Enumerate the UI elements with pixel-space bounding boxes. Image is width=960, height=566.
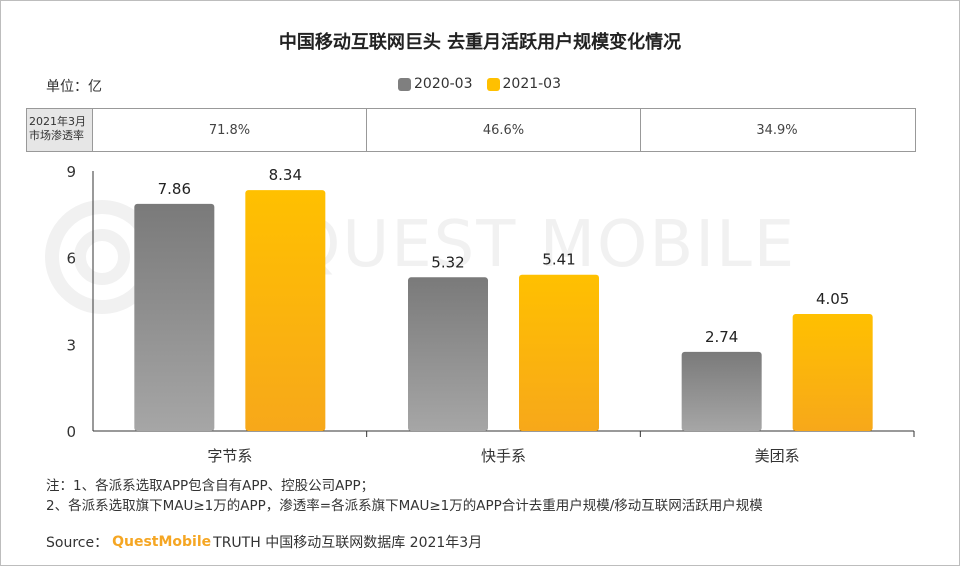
bar-value-label: 5.41 — [542, 251, 575, 269]
footnote-2: 2、各派系选取旗下MAU≥1万的APP，渗透率=各派系旗下MAU≥1万的APP合… — [46, 498, 763, 514]
y-tick-label: 3 — [66, 336, 76, 354]
footnote-1: 注：1、各派系选取APP包含自有APP、控股公司APP； — [46, 478, 375, 494]
source-prefix: Source： — [46, 535, 109, 551]
bar-value-label: 2.74 — [705, 328, 738, 346]
x-category-label: 字节系 — [207, 447, 252, 465]
y-tick-label: 6 — [66, 250, 76, 268]
penetration-cell-bytedance: 71.8% — [93, 109, 367, 151]
legend-item-2020: 2020-03 — [398, 76, 473, 92]
legend-label-2020: 2020-03 — [414, 76, 473, 92]
penetration-table: 2021年3月 市场渗透率 71.8% 46.6% 34.9% — [26, 108, 916, 152]
bar — [519, 274, 599, 431]
legend-item-2021: 2021-03 — [486, 76, 562, 92]
bar — [681, 351, 762, 431]
penetration-label-line1: 2021年3月 — [29, 115, 86, 128]
bar-value-label: 7.86 — [158, 180, 191, 198]
unit-label: 单位：亿 — [46, 79, 102, 95]
bar — [408, 277, 488, 431]
source-line: Source： QuestMobile TRUTH 中国移动互联网数据库 202… — [46, 532, 482, 552]
legend-swatch-2021 — [486, 77, 500, 91]
watermark-text: QUEST MOBILE — [290, 208, 797, 282]
y-tick-label: 0 — [66, 423, 76, 441]
chart-title: 中国移动互联网巨头 去重月活跃用户规模变化情况 — [278, 32, 682, 53]
penetration-cell-meituan: 34.9% — [756, 122, 798, 138]
bar — [245, 190, 326, 431]
x-category-label: 快手系 — [481, 447, 526, 465]
penetration-cell-kuaishou: 46.6% — [367, 109, 641, 151]
legend-label-2021: 2021-03 — [502, 76, 562, 92]
source-suffix: TRUTH 中国移动互联网数据库 2021年3月 — [213, 535, 483, 551]
source-brand: QuestMobile — [112, 534, 212, 550]
penetration-label-line2: 市场渗透率 — [29, 129, 84, 142]
y-tick-label: 9 — [66, 163, 76, 181]
bar-value-label: 8.34 — [269, 166, 302, 184]
bar — [134, 203, 215, 431]
legend: 2020-03 2021-03 — [398, 76, 575, 92]
penetration-row-label: 2021年3月 市场渗透率 — [27, 109, 93, 151]
legend-swatch-2020 — [398, 77, 411, 91]
footnotes: 注：1、各派系选取APP包含自有APP、控股公司APP； 2、各派系选取旗下MA… — [46, 476, 763, 516]
bar-value-label: 4.05 — [816, 290, 849, 308]
bar-value-label: 5.32 — [431, 253, 464, 271]
bar — [792, 314, 873, 431]
x-category-label: 美团系 — [755, 447, 800, 465]
